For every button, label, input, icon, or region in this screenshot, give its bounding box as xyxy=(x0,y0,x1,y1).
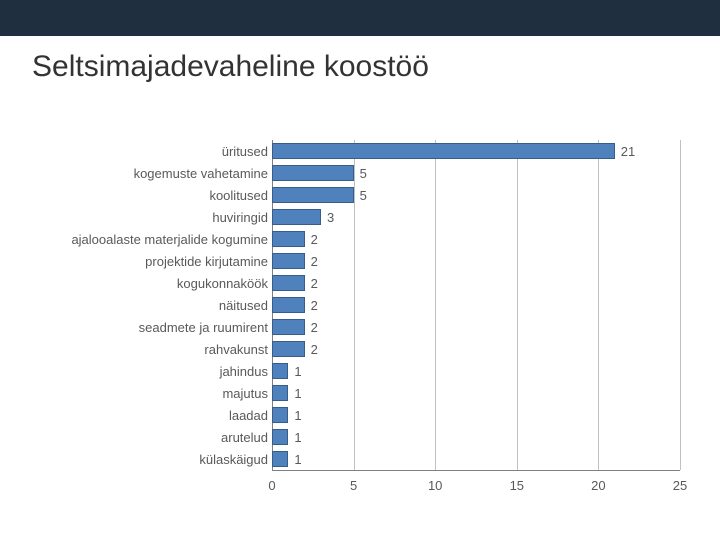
category-label: ajalooalaste materjalide kogumine xyxy=(40,232,268,247)
grid-line xyxy=(598,140,599,470)
bar xyxy=(272,143,615,159)
x-tick-label: 0 xyxy=(268,478,275,493)
category-label: arutelud xyxy=(40,430,268,445)
bar xyxy=(272,231,305,247)
x-axis xyxy=(272,470,680,471)
value-label: 2 xyxy=(311,254,318,269)
value-label: 1 xyxy=(294,386,301,401)
bar xyxy=(272,451,288,467)
x-tick-label: 5 xyxy=(350,478,357,493)
value-label: 2 xyxy=(311,342,318,357)
category-label: projektide kirjutamine xyxy=(40,254,268,269)
bar xyxy=(272,187,354,203)
category-label: seadmete ja ruumirent xyxy=(40,320,268,335)
slide: Seltsimajadevaheline koostöö 21553222222… xyxy=(0,0,720,540)
bar xyxy=(272,165,354,181)
bar xyxy=(272,429,288,445)
page-title: Seltsimajadevaheline koostöö xyxy=(32,50,688,84)
value-label: 21 xyxy=(621,144,635,159)
category-label: üritused xyxy=(40,144,268,159)
value-label: 5 xyxy=(360,166,367,181)
category-label: jahindus xyxy=(40,364,268,379)
grid-line xyxy=(517,140,518,470)
bar xyxy=(272,253,305,269)
value-label: 1 xyxy=(294,452,301,467)
bar xyxy=(272,319,305,335)
bar xyxy=(272,385,288,401)
x-tick-label: 10 xyxy=(428,478,442,493)
x-tick-label: 25 xyxy=(673,478,687,493)
x-tick-label: 20 xyxy=(591,478,605,493)
value-label: 2 xyxy=(311,320,318,335)
category-label: näitused xyxy=(40,298,268,313)
category-label: koolitused xyxy=(40,188,268,203)
category-label: kogemuste vahetamine xyxy=(40,166,268,181)
header-band xyxy=(0,0,720,36)
category-label: rahvakunst xyxy=(40,342,268,357)
grid-line xyxy=(354,140,355,470)
bar xyxy=(272,209,321,225)
value-label: 2 xyxy=(311,276,318,291)
grid-line xyxy=(680,140,681,470)
value-label: 2 xyxy=(311,232,318,247)
category-label: majutus xyxy=(40,386,268,401)
bar xyxy=(272,407,288,423)
category-label: laadad xyxy=(40,408,268,423)
plot-area: 2155322222211111 xyxy=(272,140,680,470)
grid-line xyxy=(435,140,436,470)
bar xyxy=(272,363,288,379)
bar xyxy=(272,341,305,357)
x-tick-label: 15 xyxy=(510,478,524,493)
value-label: 3 xyxy=(327,210,334,225)
value-label: 1 xyxy=(294,430,301,445)
value-label: 1 xyxy=(294,408,301,423)
chart: 2155322222211111 0510152025üritusedkogem… xyxy=(40,140,680,500)
value-label: 5 xyxy=(360,188,367,203)
bar xyxy=(272,275,305,291)
category-label: kogukonnaköök xyxy=(40,276,268,291)
value-label: 1 xyxy=(294,364,301,379)
value-label: 2 xyxy=(311,298,318,313)
category-label: külaskäigud xyxy=(40,452,268,467)
category-label: huviringid xyxy=(40,210,268,225)
bar xyxy=(272,297,305,313)
